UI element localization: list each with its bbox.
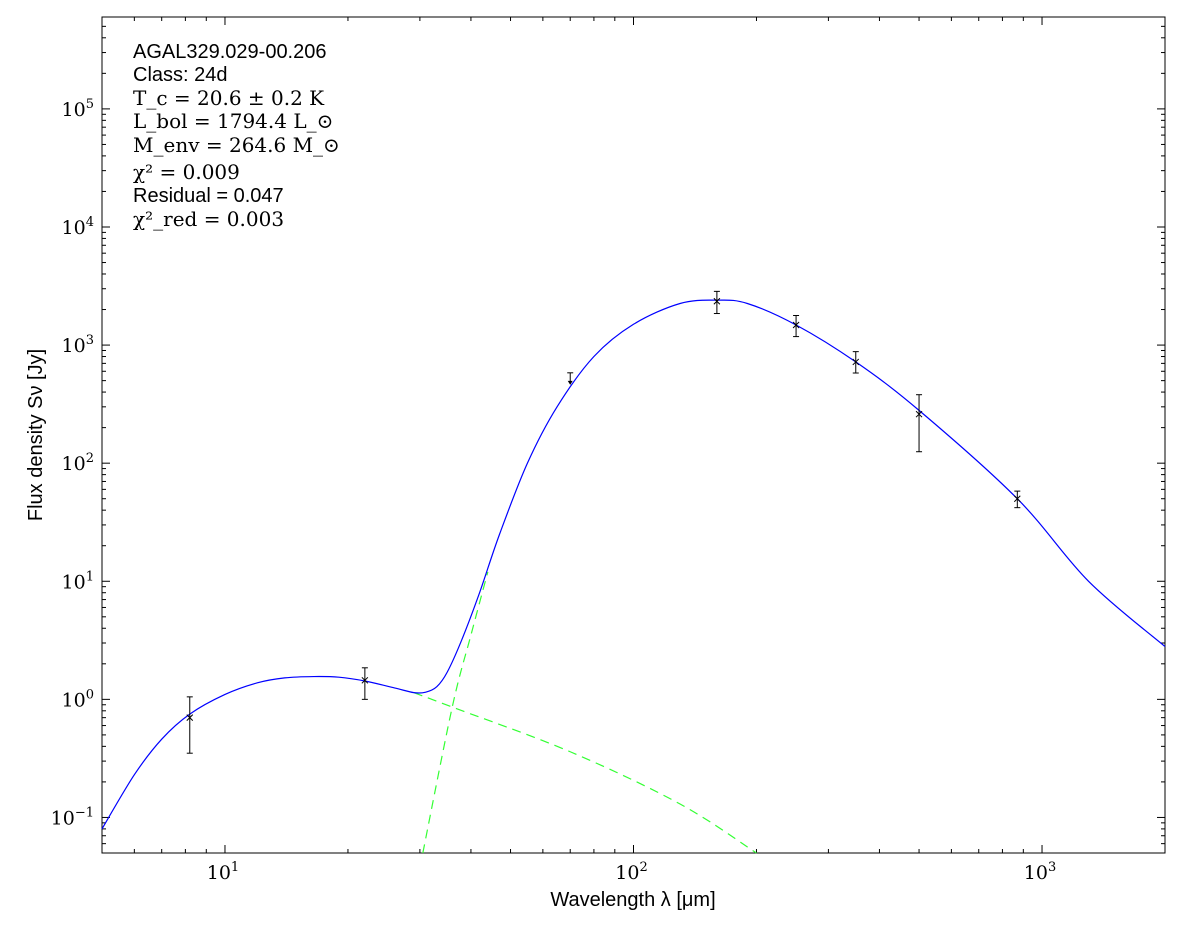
x-tick-label: 101 bbox=[207, 860, 239, 884]
component-fit-line bbox=[422, 571, 489, 854]
data-point-marker bbox=[361, 676, 369, 684]
chi2red-label: χ²_red = 0.003 bbox=[133, 207, 284, 231]
y-axis-label: Flux density Sν [Jy] bbox=[25, 349, 47, 521]
y-tick-label: 104 bbox=[62, 215, 94, 239]
annotation-block: AGAL329.029-00.206 Class: 24d T_c = 20.6… bbox=[133, 41, 340, 231]
x-tick-label: 102 bbox=[615, 860, 647, 884]
y-tick-label: 102 bbox=[62, 451, 94, 475]
data-point-marker bbox=[1013, 495, 1021, 503]
data-point-marker bbox=[915, 410, 923, 418]
class-label: Class: 24d bbox=[133, 64, 228, 86]
upper-limit-arrow bbox=[567, 380, 573, 385]
data-point-marker bbox=[792, 321, 800, 329]
y-tick-label: 10−1 bbox=[51, 805, 94, 829]
chi2-label: χ² = 0.009 bbox=[133, 160, 240, 184]
data-point-marker bbox=[186, 714, 194, 722]
lbol-label: L_bol = 1794.4 L_⊙ bbox=[133, 109, 333, 133]
data-point-marker bbox=[852, 358, 860, 366]
data-point-marker bbox=[713, 297, 721, 305]
minor-ticks bbox=[102, 17, 1165, 853]
y-tick-label: 105 bbox=[62, 97, 94, 121]
tc-label: T_c = 20.6 ± 0.2 K bbox=[133, 86, 325, 110]
y-tick-label: 100 bbox=[62, 687, 94, 711]
y-tick-label: 103 bbox=[62, 333, 94, 357]
residual-label: Residual = 0.047 bbox=[133, 185, 284, 207]
menv-label: M_env = 264.6 M_⊙ bbox=[133, 133, 340, 157]
component-fit-line bbox=[413, 692, 757, 854]
source-name: AGAL329.029-00.206 bbox=[133, 41, 327, 63]
series-layer bbox=[101, 299, 1166, 854]
total-fit-line bbox=[101, 299, 1166, 830]
x-axis-label: Wavelength λ [μm] bbox=[550, 889, 715, 911]
y-tick-label: 101 bbox=[62, 569, 94, 593]
x-tick-label: 103 bbox=[1024, 860, 1056, 884]
data-points bbox=[186, 290, 1021, 754]
